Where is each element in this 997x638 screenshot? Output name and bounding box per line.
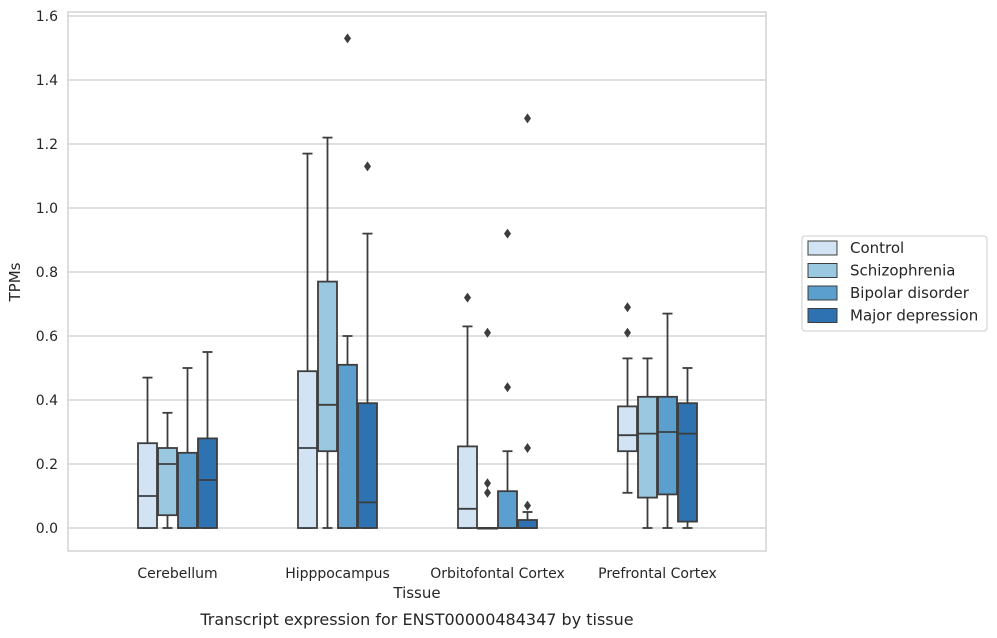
outlier-point bbox=[504, 228, 511, 239]
box-hipppocampus bbox=[337, 33, 358, 529]
box-iqr bbox=[657, 395, 678, 496]
plot-frame bbox=[67, 11, 767, 552]
y-tick-label: 0.4 bbox=[36, 393, 58, 409]
x-axis-label: Tissue bbox=[392, 584, 440, 602]
box-iqr bbox=[497, 490, 518, 529]
series-schizophrenia bbox=[157, 136, 658, 530]
box-iqr bbox=[337, 363, 358, 529]
series-bipolar-disorder bbox=[177, 33, 678, 529]
y-tick-label: 0.8 bbox=[36, 265, 58, 281]
box-orbitofontal-cortex bbox=[497, 228, 518, 529]
y-axis-label: TPMs bbox=[6, 262, 24, 302]
box-iqr bbox=[517, 519, 538, 529]
x-tick-label: Cerebellum bbox=[137, 566, 217, 582]
legend-swatch bbox=[807, 240, 838, 256]
box-iqr bbox=[297, 370, 318, 529]
legend-label: Schizophrenia bbox=[850, 262, 955, 280]
box-hipppocampus bbox=[297, 152, 318, 529]
outlier-point bbox=[504, 382, 511, 393]
legend-label: Bipolar disorder bbox=[850, 284, 970, 302]
box-cerebellum bbox=[197, 351, 218, 529]
box-iqr bbox=[617, 405, 638, 453]
legend-swatch bbox=[807, 308, 838, 323]
series-major-depression bbox=[197, 113, 698, 529]
box-iqr bbox=[177, 451, 198, 529]
box-iqr bbox=[137, 442, 158, 529]
legend-label: Major depression bbox=[850, 307, 978, 325]
x-tick-label: Hipppocampus bbox=[285, 566, 390, 582]
legend-label: Control bbox=[850, 239, 904, 257]
outlier-point bbox=[344, 33, 351, 44]
outlier-point bbox=[624, 302, 631, 313]
box-cerebellum bbox=[157, 411, 178, 529]
y-tick-label: 1.0 bbox=[36, 201, 58, 217]
outlier-point bbox=[364, 161, 371, 172]
outlier-point bbox=[624, 327, 631, 338]
y-tick-label: 1.2 bbox=[36, 137, 58, 153]
legend: Control Schizophrenia Bipolar disorder Majo… bbox=[801, 235, 988, 332]
legend-swatch bbox=[807, 285, 838, 301]
x-tick-labels: Cerebellum Hipppocampus Orbitofontal Corte… bbox=[137, 566, 716, 582]
box-iqr bbox=[357, 402, 378, 529]
box-hipppocampus bbox=[317, 136, 338, 529]
box-prefrontal-cortex bbox=[617, 302, 638, 494]
box-orbitofontal-cortex bbox=[477, 327, 498, 530]
outlier-point bbox=[524, 500, 531, 511]
y-tick-labels: 0.0 0.2 0.4 0.6 0.8 1.0 1.2 1.4 1.6 bbox=[36, 9, 58, 537]
y-tick-label: 1.4 bbox=[36, 73, 58, 89]
box-orbitofontal-cortex bbox=[457, 292, 478, 529]
series-control bbox=[137, 152, 638, 529]
box-prefrontal-cortex bbox=[637, 357, 658, 529]
box-prefrontal-cortex bbox=[677, 367, 698, 529]
y-tick-label: 0.6 bbox=[36, 329, 58, 345]
box-iqr bbox=[457, 445, 478, 529]
y-tick-label: 0.0 bbox=[36, 521, 58, 537]
box-iqr bbox=[637, 395, 658, 499]
box-iqr bbox=[317, 280, 338, 453]
legend-frame bbox=[801, 235, 988, 332]
legend-swatch bbox=[807, 263, 838, 278]
box-iqr bbox=[157, 447, 178, 517]
outlier-point bbox=[464, 292, 471, 303]
chart-caption: Transcript expression for ENST0000048434… bbox=[199, 610, 633, 629]
outlier-point bbox=[484, 487, 491, 498]
x-tick-label: Orbitofontal Cortex bbox=[430, 566, 565, 582]
box-hipppocampus bbox=[357, 161, 378, 529]
box-iqr bbox=[677, 402, 698, 523]
box-iqr bbox=[197, 437, 218, 529]
box-cerebellum bbox=[137, 376, 158, 529]
box-cerebellum bbox=[177, 367, 198, 529]
boxes bbox=[137, 33, 698, 530]
outlier-point bbox=[524, 443, 531, 453]
outlier-point bbox=[484, 327, 491, 338]
box-prefrontal-cortex bbox=[657, 312, 678, 529]
outlier-point bbox=[484, 478, 491, 489]
outlier-point bbox=[524, 113, 531, 124]
x-tick-label: Prefrontal Cortex bbox=[598, 566, 717, 582]
y-tick-label: 0.2 bbox=[36, 457, 58, 473]
y-tick-label: 1.6 bbox=[36, 9, 58, 25]
box-orbitofontal-cortex bbox=[517, 113, 538, 529]
